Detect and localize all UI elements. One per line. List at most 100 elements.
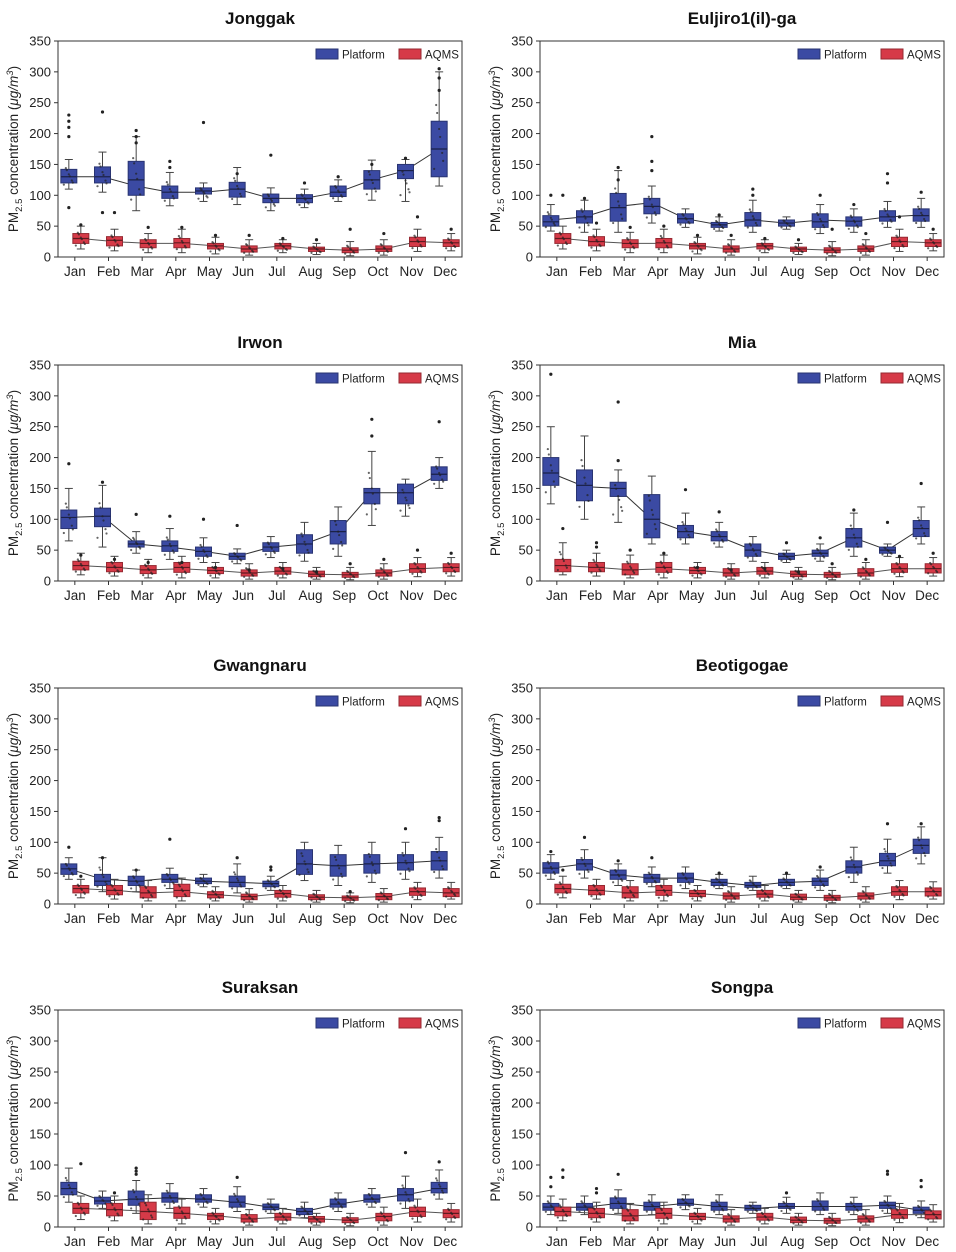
data-point bbox=[681, 520, 684, 524]
data-point bbox=[413, 1204, 416, 1207]
data-point bbox=[71, 528, 74, 531]
box-nov bbox=[891, 215, 908, 252]
outlier-point bbox=[79, 874, 83, 878]
x-tick-label: Dec bbox=[433, 264, 457, 279]
data-point bbox=[96, 1204, 99, 1207]
data-point bbox=[83, 242, 86, 246]
y-axis-label-part: 3 bbox=[5, 70, 16, 76]
legend-swatch-platform bbox=[315, 695, 339, 707]
outlier-point bbox=[650, 159, 654, 163]
data-point bbox=[206, 555, 209, 559]
box-apr bbox=[173, 1198, 191, 1225]
series-mean-line bbox=[80, 238, 452, 251]
y-axis-label: PM2.5 concentration (μg/m3) bbox=[487, 66, 507, 232]
data-point bbox=[310, 899, 313, 902]
data-point bbox=[587, 499, 590, 503]
box-dec bbox=[430, 420, 448, 489]
data-point bbox=[679, 223, 682, 226]
data-point bbox=[847, 548, 850, 551]
data-point bbox=[618, 498, 621, 501]
box-aug bbox=[308, 1212, 325, 1226]
data-point bbox=[111, 1203, 114, 1207]
plot-frame bbox=[57, 1009, 463, 1228]
data-point bbox=[382, 1215, 385, 1218]
box-nov bbox=[397, 827, 414, 880]
y-tick-label: 50 bbox=[37, 543, 51, 558]
data-point bbox=[612, 513, 615, 516]
box-feb bbox=[106, 1191, 123, 1222]
data-point bbox=[834, 898, 837, 901]
outlier-point bbox=[67, 206, 71, 210]
data-point bbox=[921, 213, 924, 217]
legend-swatch-aqms bbox=[398, 1017, 422, 1029]
box-aug bbox=[790, 889, 807, 903]
outlier-point bbox=[864, 231, 868, 236]
data-point bbox=[408, 1200, 411, 1203]
y-axis-label-part: 2.5 bbox=[496, 1168, 507, 1181]
y-axis-label-part: μg/m bbox=[488, 400, 503, 431]
data-point bbox=[561, 885, 564, 889]
box-oct bbox=[375, 1206, 393, 1226]
series-aqms bbox=[554, 1168, 942, 1227]
box-dec bbox=[442, 551, 460, 577]
data-point bbox=[893, 1218, 896, 1221]
data-point bbox=[864, 246, 867, 249]
outlier-point bbox=[382, 557, 386, 562]
data-point bbox=[583, 476, 586, 479]
data-point bbox=[901, 570, 904, 573]
y-axis-label-part: μg/m bbox=[6, 76, 21, 107]
data-point bbox=[763, 892, 766, 895]
data-point bbox=[886, 549, 889, 552]
data-point bbox=[272, 885, 275, 888]
data-point bbox=[581, 858, 584, 862]
data-point bbox=[645, 1210, 648, 1213]
data-point bbox=[902, 245, 905, 248]
data-point bbox=[920, 211, 923, 214]
x-tick-label: Dec bbox=[433, 911, 457, 926]
data-point bbox=[130, 887, 133, 890]
data-point bbox=[626, 1208, 629, 1211]
y-axis-label-part: concentration ( bbox=[488, 1075, 503, 1169]
data-point bbox=[822, 555, 825, 558]
data-point bbox=[108, 246, 111, 249]
data-point bbox=[687, 881, 690, 884]
data-point bbox=[178, 885, 181, 888]
data-point bbox=[163, 884, 166, 887]
data-point bbox=[276, 249, 279, 252]
data-point bbox=[920, 524, 923, 527]
data-point bbox=[653, 523, 656, 526]
y-axis-label-part: PM bbox=[6, 859, 21, 879]
data-point bbox=[80, 238, 83, 241]
data-point bbox=[436, 850, 439, 854]
outlier-point bbox=[437, 76, 441, 80]
data-point bbox=[104, 179, 107, 182]
data-point bbox=[620, 1205, 623, 1208]
data-point bbox=[130, 1207, 133, 1210]
data-point bbox=[217, 572, 220, 575]
outlier-point bbox=[370, 162, 374, 167]
data-point bbox=[890, 864, 893, 867]
data-point bbox=[245, 567, 248, 570]
data-point bbox=[108, 572, 111, 575]
series-platform bbox=[60, 1151, 448, 1219]
data-point bbox=[792, 576, 795, 579]
outlier-point bbox=[549, 372, 553, 376]
box-jun bbox=[710, 1194, 728, 1216]
data-point bbox=[657, 896, 660, 899]
data-point bbox=[217, 895, 220, 898]
data-point bbox=[117, 1214, 120, 1217]
y-tick-label: 250 bbox=[29, 419, 51, 434]
data-point bbox=[240, 885, 243, 888]
outlier-point bbox=[717, 871, 721, 875]
data-point bbox=[300, 1205, 303, 1208]
box-dec bbox=[430, 1160, 448, 1200]
x-tick-label: Mar bbox=[613, 1234, 637, 1249]
data-point bbox=[139, 193, 142, 196]
box-may bbox=[689, 561, 706, 579]
data-point bbox=[278, 888, 281, 892]
data-point bbox=[766, 895, 769, 898]
data-point bbox=[819, 1202, 822, 1205]
x-tick-label: Apr bbox=[647, 588, 669, 603]
y-tick-label: 100 bbox=[511, 512, 533, 527]
